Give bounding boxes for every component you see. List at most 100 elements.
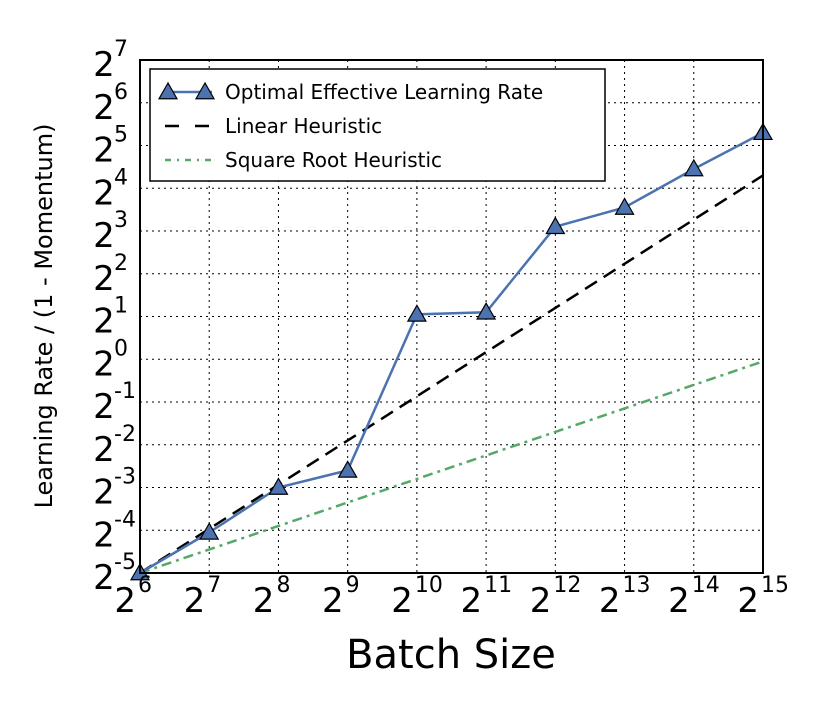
x-tick-label: 2 13 [599, 573, 651, 621]
y-tick-base: 2 [93, 131, 115, 171]
legend-label: Linear Heuristic [225, 114, 382, 138]
x-tick-base: 2 [737, 581, 759, 621]
series-layer [129, 122, 774, 581]
x-tick-label: 2 15 [737, 573, 789, 621]
x-tick-label: 2 10 [391, 573, 443, 621]
legend-entry: Optimal Effective Learning Rate [157, 80, 543, 104]
data-point-marker [199, 522, 220, 540]
x-tick-base: 2 [391, 581, 413, 621]
x-tick-exponent: 6 [138, 573, 152, 598]
x-tick-exponent: 8 [276, 573, 290, 598]
y-tick-base: 2 [93, 387, 115, 427]
y-tick-exponent: 4 [114, 165, 128, 190]
y-tick-label: 2 -5 [93, 550, 136, 598]
x-tick-exponent: 14 [692, 573, 720, 598]
y-axis-label: Learning Rate / (1 - Momentum) [30, 124, 58, 509]
x-tick-base: 2 [322, 581, 344, 621]
y-tick-exponent: 3 [114, 208, 128, 233]
y-tick-label: 2 -4 [93, 507, 136, 555]
plot-frame [139, 59, 764, 574]
x-tick-base: 2 [530, 581, 552, 621]
x-tick-labels: 2 6 2 7 2 8 2 9 2 10 2 11 2 12 2 13 2 14 2 15 [114, 573, 789, 621]
series-0 [129, 122, 774, 581]
x-tick-label: 2 12 [530, 573, 582, 621]
data-point-marker [683, 158, 704, 177]
y-tick-exponent: -2 [114, 422, 136, 447]
y-tick-exponent: 6 [114, 80, 128, 105]
x-tick-exponent: 12 [553, 573, 581, 598]
data-point-marker [268, 477, 289, 495]
x-tick-base: 2 [253, 581, 275, 621]
x-tick-base: 2 [668, 581, 690, 621]
y-tick-base: 2 [93, 259, 115, 299]
data-point-marker [614, 197, 635, 215]
y-tick-exponent: 2 [114, 251, 128, 276]
y-tick-base: 2 [93, 473, 115, 513]
x-tick-exponent: 13 [623, 573, 651, 598]
legend-entry: Square Root Heuristic [165, 148, 442, 172]
x-tick-label: 2 14 [668, 573, 720, 621]
y-tick-base: 2 [93, 45, 115, 85]
y-tick-base: 2 [93, 515, 115, 555]
x-tick-exponent: 15 [761, 573, 789, 598]
x-axis-label: Batch Size [346, 632, 556, 678]
series-1 [139, 174, 764, 575]
y-tick-base: 2 [93, 216, 115, 256]
y-tick-exponent: 1 [114, 294, 128, 319]
x-tick-exponent: 10 [415, 573, 443, 598]
y-tick-exponent: -1 [114, 379, 136, 404]
x-tick-base: 2 [184, 581, 206, 621]
legend-marker [157, 81, 179, 100]
series-line [139, 131, 764, 575]
y-tick-label: 2 -2 [93, 422, 136, 470]
data-point-marker [337, 460, 358, 478]
y-tick-exponent: -3 [114, 465, 136, 490]
data-point-marker [545, 216, 566, 235]
x-tick-exponent: 11 [484, 573, 512, 598]
y-tick-label: 2 -3 [93, 465, 136, 513]
legend-entry: Linear Heuristic [165, 114, 382, 138]
legend-label: Optimal Effective Learning Rate [225, 80, 543, 104]
data-point-marker [476, 302, 497, 320]
y-tick-exponent: 0 [114, 336, 128, 361]
y-tick-base: 2 [93, 430, 115, 470]
y-tick-base: 2 [93, 302, 115, 342]
x-tick-label: 2 11 [460, 573, 512, 621]
legend: Optimal Effective Learning Rate Linear He… [149, 68, 606, 182]
legend-label: Square Root Heuristic [225, 148, 442, 172]
legend-marker [194, 81, 216, 100]
y-tick-exponent: 5 [114, 123, 128, 148]
y-tick-base: 2 [93, 558, 115, 598]
y-tick-base: 2 [93, 173, 115, 213]
y-tick-labels: 2 -52 -42 -32 -22 -12 02 12 22 32 42 52 62 7 [93, 37, 136, 598]
y-tick-base: 2 [93, 88, 115, 128]
x-tick-exponent: 9 [346, 573, 360, 598]
series-line [139, 174, 764, 575]
x-tick-base: 2 [460, 581, 482, 621]
x-tick-base: 2 [599, 581, 621, 621]
y-tick-exponent: 7 [114, 37, 128, 62]
series-2 [139, 360, 764, 575]
y-tick-base: 2 [93, 344, 115, 384]
y-tick-exponent: -4 [114, 507, 136, 532]
series-line [139, 360, 764, 575]
y-tick-label: 2 -1 [93, 379, 136, 427]
data-point-marker [406, 304, 427, 322]
x-tick-exponent: 7 [207, 573, 221, 598]
legend-box [149, 68, 606, 182]
x-tick-base: 2 [114, 581, 136, 621]
y-tick-exponent: -5 [114, 550, 136, 575]
